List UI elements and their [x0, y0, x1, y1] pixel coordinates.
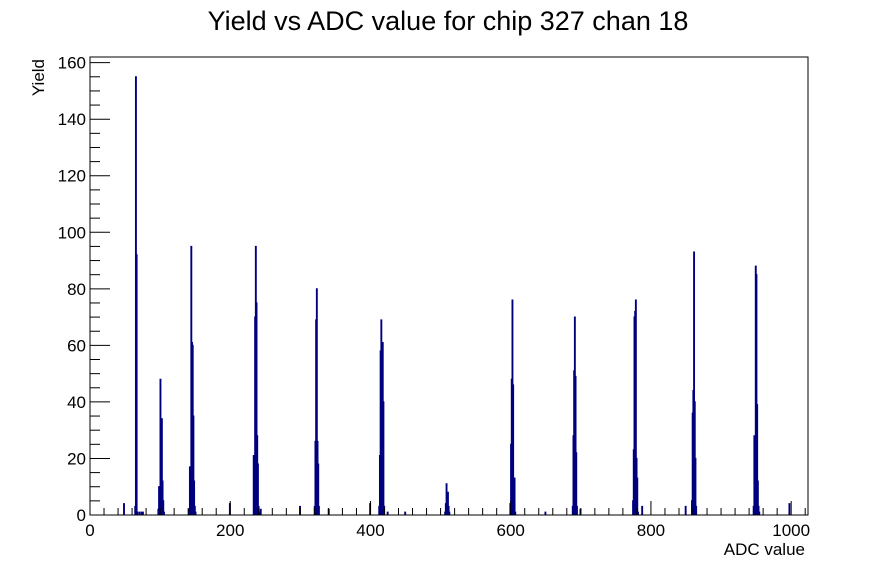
histogram-bin: [161, 480, 164, 515]
histogram-bin: [447, 491, 449, 515]
histogram-bin: [138, 511, 141, 515]
histogram-bin: [447, 505, 450, 515]
y-tick-label: 160: [58, 54, 86, 73]
y-tick-label: 20: [67, 449, 86, 468]
plot-frame: [89, 56, 809, 516]
histogram-bin: [695, 505, 698, 515]
histogram-bin: [255, 302, 258, 515]
histogram-bin: [641, 505, 644, 515]
y-tick-label: 80: [67, 280, 86, 299]
histogram-bin: [136, 511, 139, 515]
histogram-bin: [637, 511, 639, 515]
histogram-bin: [123, 503, 125, 515]
x-axis-ticks: 0 200 400 600 800 1000: [85, 501, 810, 540]
histogram-bin: [512, 384, 515, 515]
histogram-bin: [256, 463, 259, 515]
histogram-bin: [756, 404, 759, 515]
histogram-bin: [259, 508, 262, 515]
histogram-bin: [788, 503, 791, 515]
histogram-bin: [757, 505, 760, 515]
y-tick-label: 40: [67, 393, 86, 412]
histogram-bin: [163, 511, 165, 515]
histogram-bin: [194, 511, 197, 515]
histogram-bin: [693, 251, 696, 515]
histogram-bin: [140, 511, 143, 515]
y-axis-label: Yield: [29, 59, 48, 96]
histogram-bin: [758, 511, 761, 515]
histogram-bin: [756, 480, 759, 515]
y-axis-ticks: 0 20 40 60 80 100 120 140 160: [58, 54, 110, 525]
histogram-bin: [317, 505, 320, 515]
y-tick-label: 0: [77, 506, 86, 525]
y-tick-label: 140: [58, 110, 86, 129]
histogram-bin: [684, 505, 687, 515]
histogram-bin: [575, 452, 578, 515]
y-tick-label: 60: [67, 336, 86, 355]
histogram-bin: [514, 511, 517, 515]
histogram-bin: [694, 457, 697, 515]
histogram-bin: [192, 415, 195, 515]
y-tick-label: 120: [58, 167, 86, 186]
histogram-bin: [193, 480, 196, 515]
x-tick-label: 600: [497, 521, 525, 540]
histogram-bin: [317, 463, 320, 515]
histogram-bin: [386, 511, 389, 515]
histogram-bin: [636, 477, 639, 515]
x-tick-label: 800: [637, 521, 665, 540]
y-tick-label: 100: [58, 223, 86, 242]
histogram-bin: [160, 418, 163, 515]
histogram-bin: [576, 505, 578, 515]
chart-title: Yield vs ADC value for chip 327 chan 18: [208, 6, 689, 36]
histogram-bin: [634, 299, 637, 515]
histogram-bin: [544, 511, 547, 515]
histogram-bin: [404, 511, 407, 515]
histogram-bin: [162, 500, 165, 515]
histogram-bin: [141, 511, 144, 515]
histogram-bin: [382, 401, 385, 515]
histogram-bin: [315, 288, 318, 515]
x-tick-label: 0: [85, 521, 94, 540]
x-axis-label: ADC value: [724, 540, 805, 559]
histogram-bin: [574, 375, 577, 515]
x-tick-label: 400: [356, 521, 384, 540]
histogram-bin: [513, 477, 516, 515]
x-tick-label: 1000: [772, 521, 810, 540]
histogram-bin: [755, 274, 758, 515]
histogram-bin: [135, 254, 138, 515]
x-tick-label: 200: [216, 521, 244, 540]
histogram-bars: [123, 76, 791, 515]
histogram-bin: [158, 486, 161, 515]
histogram-bin: [448, 511, 451, 515]
histogram-bin: [193, 505, 196, 515]
